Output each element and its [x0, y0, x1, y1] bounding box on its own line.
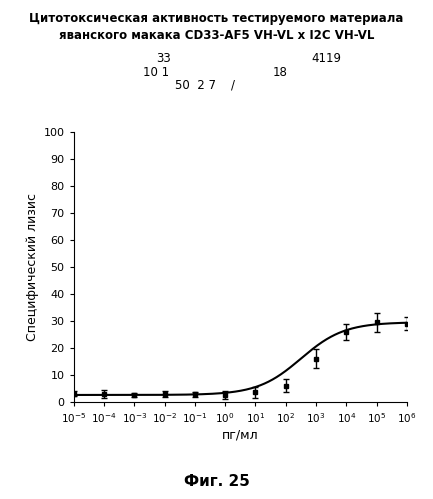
Text: яванского макака CD33-AF5 VH-VL x I2C VH-VL: яванского макака CD33-AF5 VH-VL x I2C VH…: [59, 29, 374, 42]
Text: Фиг. 25: Фиг. 25: [184, 474, 249, 489]
Text: 4119: 4119: [312, 52, 342, 65]
Y-axis label: Специфический лизис: Специфический лизис: [26, 193, 39, 341]
Text: 18: 18: [273, 66, 288, 79]
Text: Цитотоксическая активность тестируемого материала: Цитотоксическая активность тестируемого …: [29, 12, 404, 25]
X-axis label: пг/мл: пг/мл: [222, 429, 259, 442]
Text: 10 1: 10 1: [143, 66, 169, 79]
Text: 33: 33: [156, 52, 171, 65]
Text: 50  2 7    /: 50 2 7 /: [175, 79, 236, 92]
